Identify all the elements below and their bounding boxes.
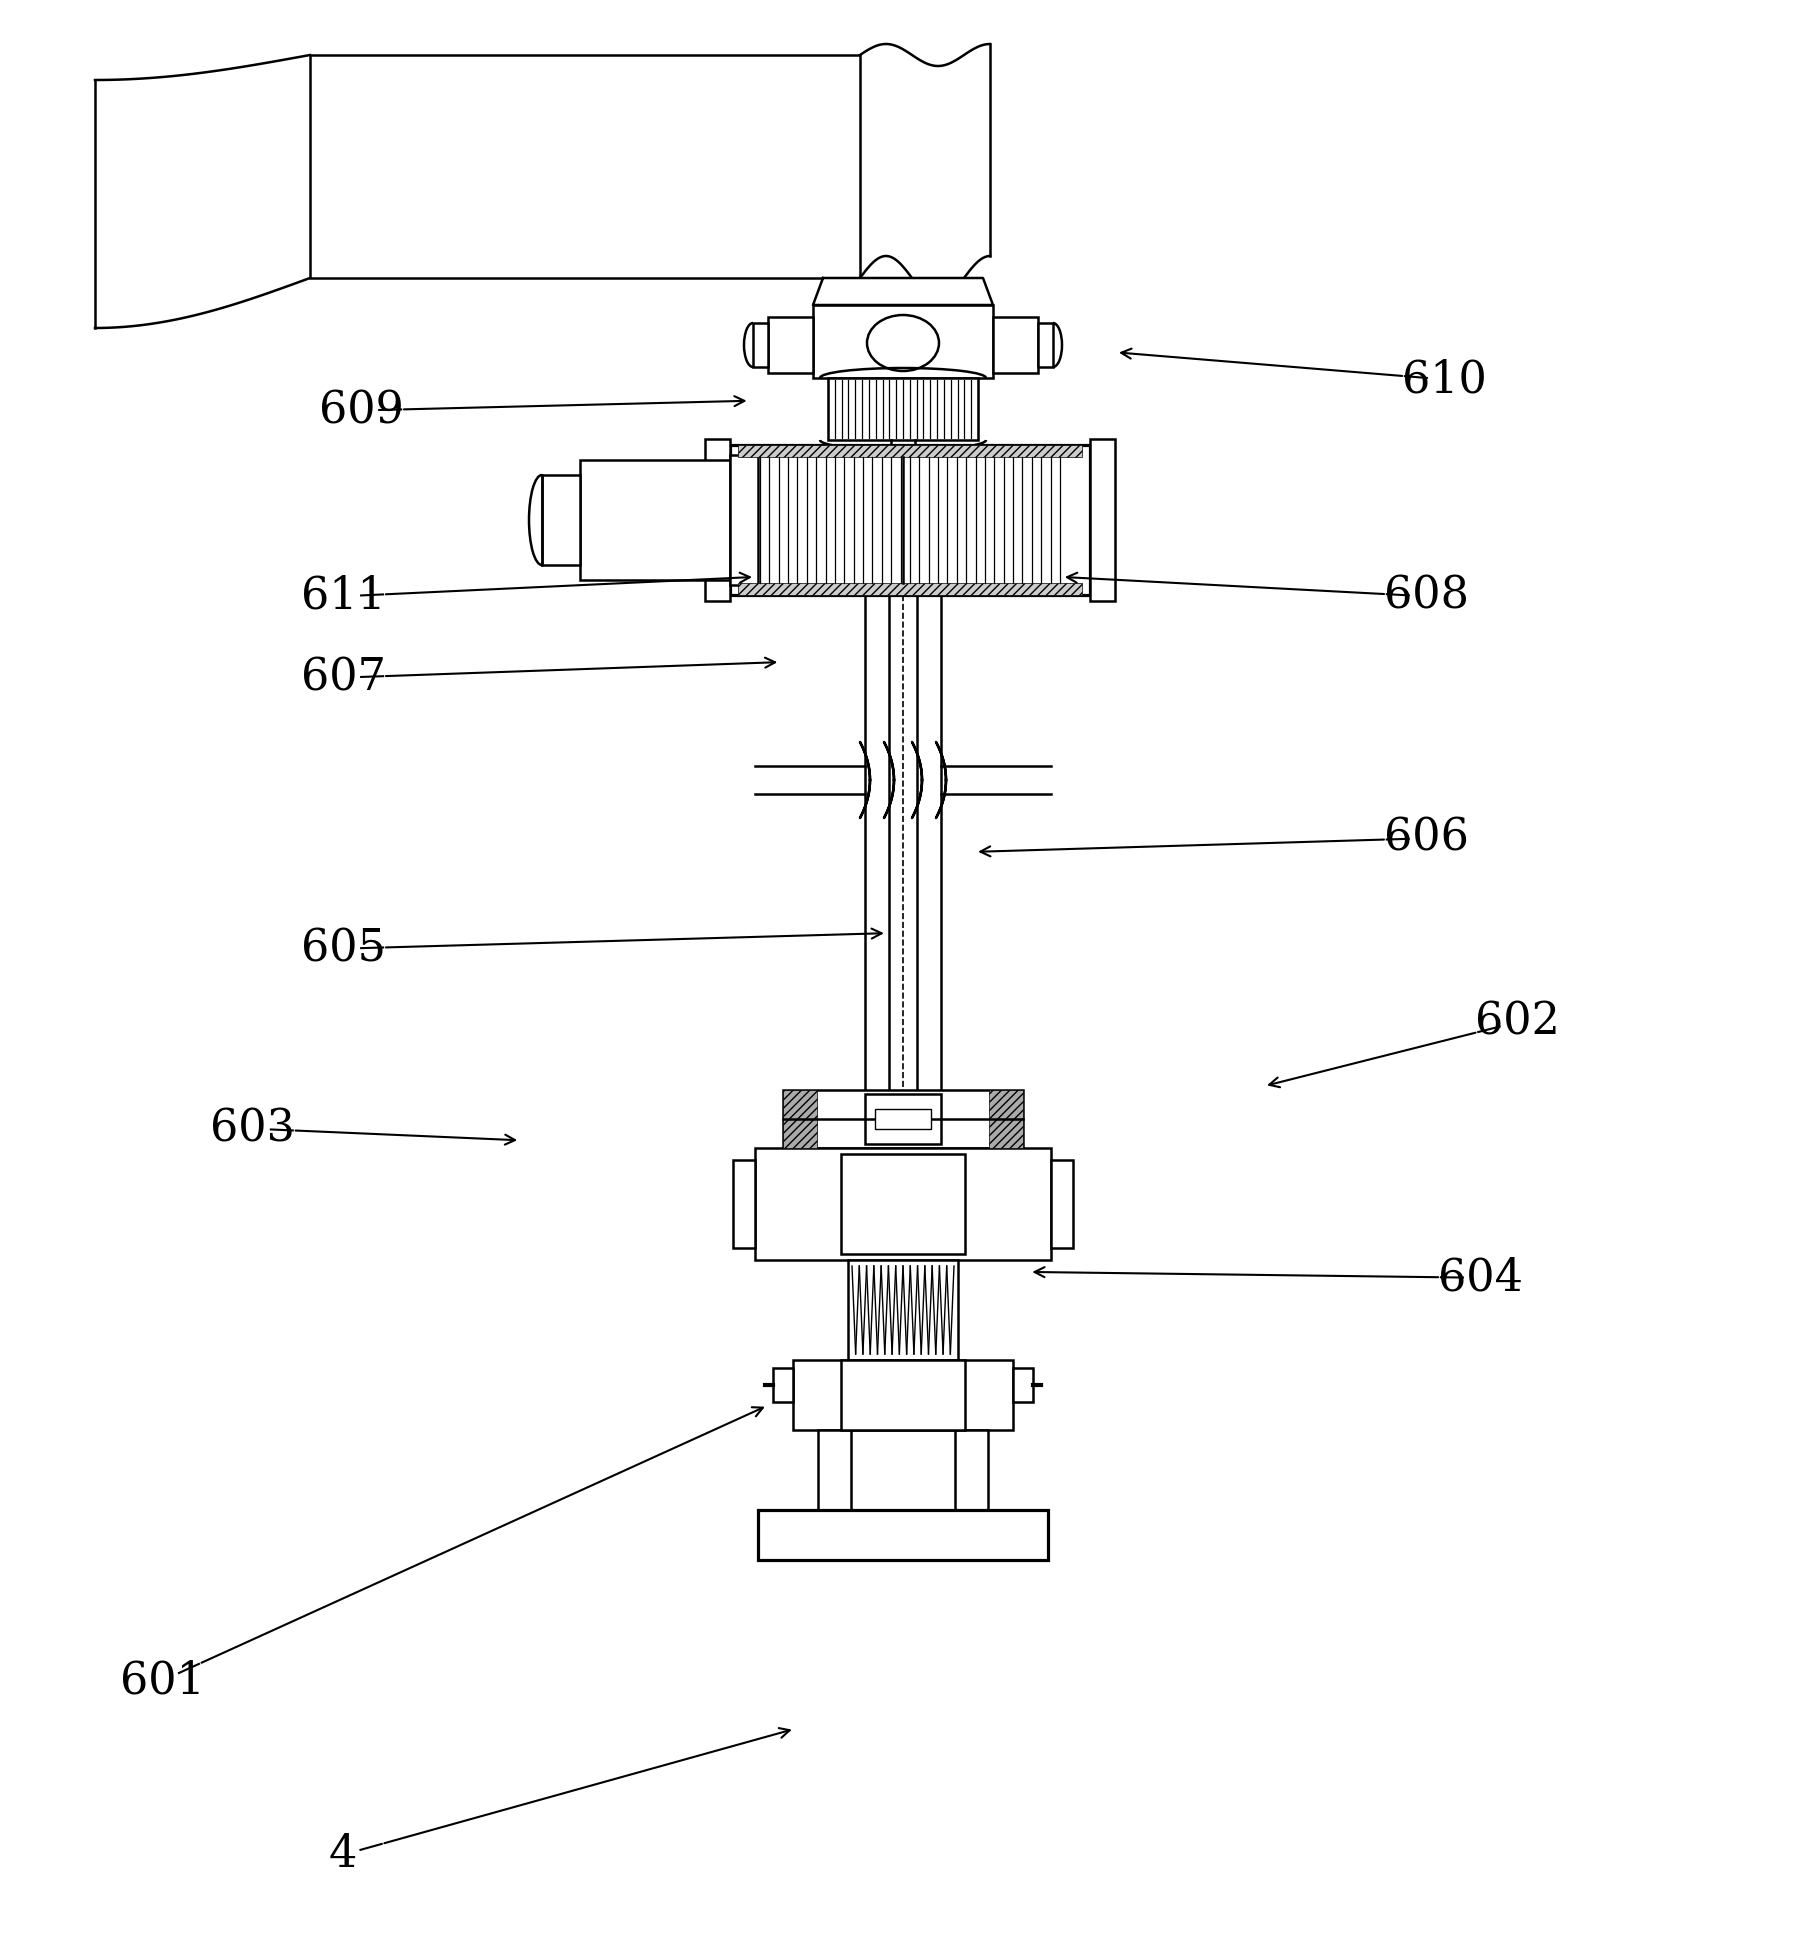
Polygon shape: [812, 279, 993, 306]
Bar: [729, 445, 1090, 594]
Bar: [753, 323, 767, 368]
Text: 605: 605: [301, 927, 384, 970]
Text: 603: 603: [211, 1107, 294, 1150]
Bar: [729, 455, 758, 585]
Text: 604: 604: [1437, 1256, 1523, 1299]
Text: 610: 610: [1402, 358, 1486, 401]
Text: 4: 4: [329, 1833, 357, 1876]
Bar: [1013, 1369, 1032, 1402]
Ellipse shape: [866, 316, 939, 372]
Bar: [542, 474, 579, 565]
Bar: [841, 1359, 964, 1431]
Text: 607: 607: [300, 656, 386, 699]
Bar: [993, 318, 1038, 374]
Bar: [818, 1431, 987, 1510]
Bar: [738, 445, 1081, 457]
Bar: [1090, 439, 1114, 600]
Bar: [733, 1160, 754, 1249]
Bar: [738, 583, 1081, 594]
Text: 608: 608: [1383, 575, 1469, 618]
Bar: [754, 1148, 1051, 1260]
Text: 606: 606: [1384, 817, 1467, 860]
Bar: [874, 1109, 931, 1129]
Bar: [792, 1359, 1013, 1431]
Text: 611: 611: [301, 575, 384, 618]
Bar: [783, 1090, 1022, 1148]
Text: 601: 601: [121, 1659, 204, 1702]
Bar: [841, 1154, 964, 1255]
Bar: [704, 439, 729, 600]
Bar: [989, 1090, 1022, 1148]
Bar: [827, 378, 978, 439]
Bar: [310, 54, 859, 279]
Bar: [758, 1510, 1047, 1560]
Bar: [783, 1090, 816, 1148]
Text: 609: 609: [319, 389, 403, 432]
Bar: [848, 1260, 957, 1359]
Bar: [773, 1369, 792, 1402]
Bar: [579, 461, 729, 581]
Bar: [865, 1094, 940, 1144]
Text: 602: 602: [1475, 1001, 1558, 1044]
Bar: [1051, 1160, 1072, 1249]
Bar: [767, 318, 812, 374]
Bar: [1038, 323, 1052, 368]
Bar: [812, 306, 993, 378]
